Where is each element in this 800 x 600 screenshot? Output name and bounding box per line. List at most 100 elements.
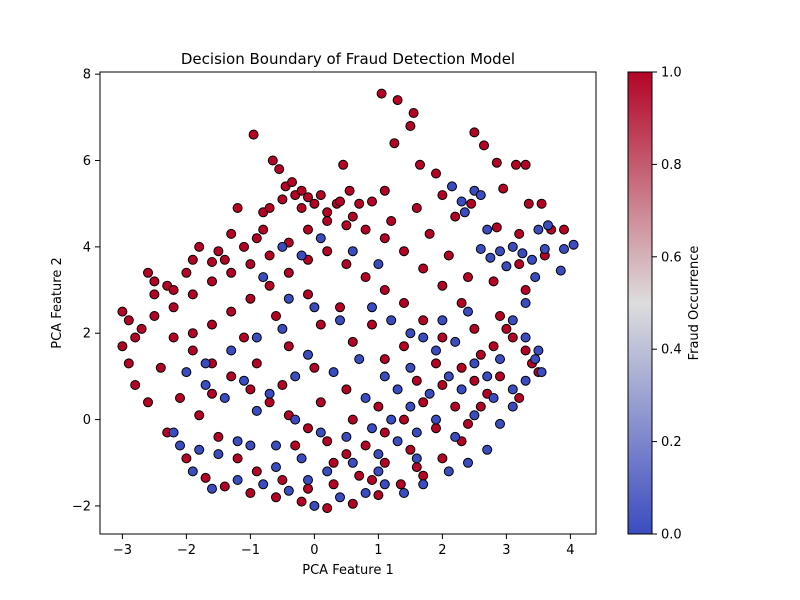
data-point-class-1 — [264, 280, 275, 291]
data-point-class-0 — [530, 272, 541, 283]
data-point-class-0 — [251, 332, 262, 343]
data-point-class-1 — [431, 423, 441, 434]
data-point-class-0 — [379, 479, 390, 490]
y-tick-label: 4 — [83, 240, 91, 255]
data-point-class-1 — [386, 216, 397, 226]
data-point-class-0 — [405, 362, 416, 373]
data-point-class-0 — [386, 315, 397, 326]
data-point-class-1 — [341, 259, 352, 270]
data-point-class-1 — [322, 216, 333, 226]
data-point-class-0 — [495, 354, 505, 365]
data-point-class-1 — [258, 224, 269, 235]
data-point-class-1 — [399, 414, 409, 425]
data-point-class-1 — [335, 302, 345, 313]
data-point-class-1 — [187, 289, 198, 300]
data-point-class-1 — [322, 503, 333, 514]
data-point-class-1 — [373, 401, 384, 412]
data-point-class-0 — [347, 246, 358, 257]
data-point-class-1 — [405, 444, 416, 455]
data-point-class-1 — [181, 453, 192, 464]
data-point-class-1 — [514, 393, 525, 403]
data-point-class-0 — [527, 254, 537, 265]
data-point-class-1 — [379, 354, 390, 365]
data-point-class-1 — [411, 203, 422, 213]
data-point-class-1 — [187, 328, 198, 339]
data-point-class-1 — [287, 177, 297, 188]
data-point-class-0 — [187, 466, 198, 477]
data-point-class-1 — [277, 194, 288, 205]
data-point-class-0 — [495, 246, 505, 257]
data-point-class-1 — [418, 470, 429, 481]
data-point-class-0 — [482, 224, 493, 235]
data-point-class-1 — [437, 453, 448, 464]
y-tick-label: −2 — [72, 499, 91, 514]
data-point-class-1 — [264, 397, 275, 408]
data-point-class-0 — [309, 500, 320, 511]
data-point-class-1 — [373, 490, 384, 501]
data-point-class-0 — [226, 345, 237, 356]
data-point-class-1 — [187, 254, 198, 265]
data-point-class-0 — [507, 401, 518, 412]
data-point-class-0 — [373, 466, 384, 477]
data-point-class-1 — [456, 298, 467, 308]
data-point-class-0 — [543, 220, 553, 231]
data-point-class-0 — [482, 444, 493, 455]
data-point-class-1 — [520, 285, 531, 295]
data-point-class-0 — [258, 479, 269, 490]
data-point-class-1 — [232, 203, 243, 213]
data-point-class-1 — [367, 319, 377, 330]
data-point-class-1 — [194, 241, 205, 252]
data-point-class-1 — [277, 380, 288, 390]
data-point-class-0 — [475, 190, 486, 201]
data-point-class-1 — [347, 336, 358, 347]
data-point-class-1 — [283, 267, 294, 278]
x-tick-label: 2 — [438, 543, 446, 558]
data-point-class-0 — [418, 479, 429, 490]
data-point-class-1 — [296, 496, 307, 507]
data-point-class-1 — [379, 185, 390, 196]
data-point-class-0 — [507, 384, 518, 395]
data-point-class-0 — [347, 457, 358, 468]
data-point-class-1 — [536, 198, 547, 209]
data-point-class-1 — [309, 198, 320, 209]
data-point-class-0 — [431, 345, 441, 356]
data-point-class-0 — [283, 485, 294, 496]
data-point-class-1 — [207, 276, 217, 287]
data-point-class-0 — [437, 315, 448, 326]
data-point-class-1 — [488, 276, 499, 287]
data-point-class-1 — [194, 410, 205, 421]
colorbar-tick-label: 0.4 — [661, 343, 682, 358]
y-axis: −2 0 2 4 6 8 — [72, 68, 100, 514]
data-point-class-0 — [315, 427, 326, 438]
data-point-class-0 — [459, 207, 470, 218]
data-point-class-1 — [117, 341, 128, 352]
data-point-class-1 — [226, 371, 237, 382]
data-point-class-1 — [491, 222, 502, 233]
data-point-class-1 — [418, 397, 429, 408]
data-point-class-1 — [360, 440, 371, 451]
data-point-class-0 — [530, 354, 541, 365]
data-point-class-0 — [175, 440, 185, 451]
data-point-class-0 — [277, 323, 288, 334]
data-point-class-0 — [443, 466, 454, 477]
data-point-class-1 — [213, 246, 224, 257]
data-point-class-1 — [399, 246, 409, 257]
data-point-class-0 — [360, 393, 371, 403]
colorbar-tick-label: 0.0 — [661, 528, 682, 543]
data-point-class-0 — [536, 367, 547, 378]
data-point-class-1 — [226, 228, 237, 239]
data-point-class-1 — [360, 224, 371, 235]
data-point-class-0 — [386, 414, 397, 425]
data-point-class-0 — [450, 336, 461, 347]
data-point-class-1 — [181, 267, 192, 278]
data-point-class-1 — [207, 319, 217, 330]
data-point-class-1 — [523, 198, 534, 209]
data-point-class-1 — [213, 431, 224, 442]
x-tick-label: 0 — [310, 543, 318, 558]
data-point-class-1 — [399, 341, 409, 352]
data-point-class-0 — [456, 196, 467, 207]
data-point-class-0 — [239, 375, 249, 386]
data-point-class-0 — [181, 367, 192, 378]
data-point-class-1 — [463, 418, 473, 429]
data-point-class-0 — [341, 431, 352, 442]
